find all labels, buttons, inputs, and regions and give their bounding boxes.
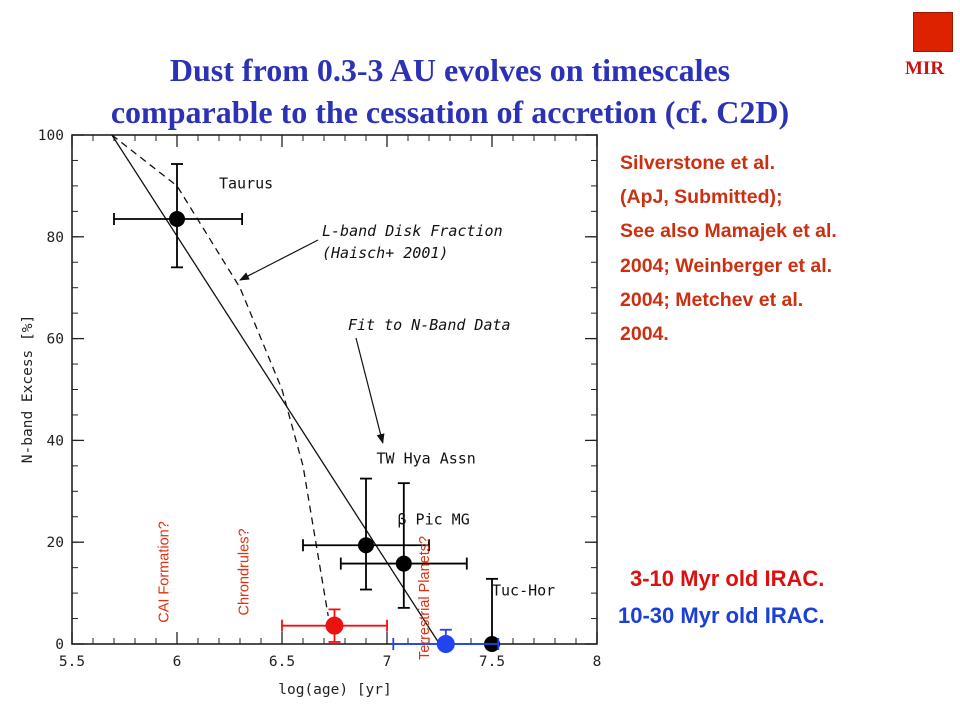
data-point: [325, 616, 344, 635]
x-tick-label: 8: [593, 654, 602, 670]
vertical-annotation: Chrondrules?: [236, 528, 252, 615]
group-label: Taurus: [219, 174, 273, 192]
x-tick-label: 6.5: [269, 654, 295, 670]
annotation-arrow: [355, 337, 385, 444]
annotation-arrow: [239, 239, 319, 281]
y-tick-label: 100: [38, 128, 64, 144]
y-tick-label: 20: [47, 535, 64, 551]
mir-label: MIR: [905, 58, 945, 79]
x-tick-label: 5.5: [59, 654, 85, 670]
reference-block: Silverstone et al. (ApJ, Submitted); See…: [620, 146, 837, 351]
y-tick-label: 60: [47, 332, 64, 348]
reference-line: See also Mamajek et al.: [620, 220, 837, 243]
y-tick-label: 0: [55, 637, 64, 653]
legend-3-10-myr: 3-10 Myr old IRAC.: [630, 566, 825, 591]
annotation-label: (Haisch+ 2001): [322, 244, 448, 262]
x-tick-label: 7.5: [479, 654, 505, 670]
reference-line: 2004; Weinberger et al.: [620, 254, 833, 277]
reference-line: 2004.: [620, 323, 669, 346]
y-tick-label: 80: [47, 230, 64, 246]
reference-line: 2004; Metchev et al.: [620, 288, 804, 311]
x-tick-label: 7: [383, 654, 392, 670]
y-axis-label: N-band Excess [%]: [20, 315, 36, 463]
slide-title-line-2: comparable to the cessation of accretion…: [110, 94, 790, 130]
reference-line: Silverstone et al.: [620, 152, 775, 174]
annotation-label: L-band Disk Fraction: [322, 222, 503, 240]
vertical-annotation: Terrestrial Planets?: [417, 536, 433, 660]
mir-marker-square: [913, 12, 953, 52]
plot-frame: [71, 134, 598, 645]
group-label: TW Hya Assn: [377, 449, 476, 467]
group-label: Tuc-Hor: [492, 582, 555, 600]
data-point: [169, 210, 185, 227]
data-point: [436, 635, 455, 653]
data-point: [358, 537, 374, 554]
x-axis-label: log(age) [yr]: [278, 682, 392, 698]
l-band-curve: [111, 134, 329, 617]
reference-line: (ApJ, Submitted);: [620, 186, 783, 209]
x-tick-label: 6: [173, 654, 182, 670]
legend-10-30-myr: 10-30 Myr old IRAC.: [618, 603, 825, 628]
data-point: [395, 555, 412, 572]
vertical-annotation: CAI Formation?: [157, 521, 173, 623]
group-label: β Pic MG: [398, 510, 470, 528]
slide-title-line-1: Dust from 0.3-3 AU evolves on timescales: [169, 52, 731, 88]
y-tick-label: 40: [47, 433, 64, 449]
annotation-label: Fit to N-Band Data: [348, 316, 511, 334]
